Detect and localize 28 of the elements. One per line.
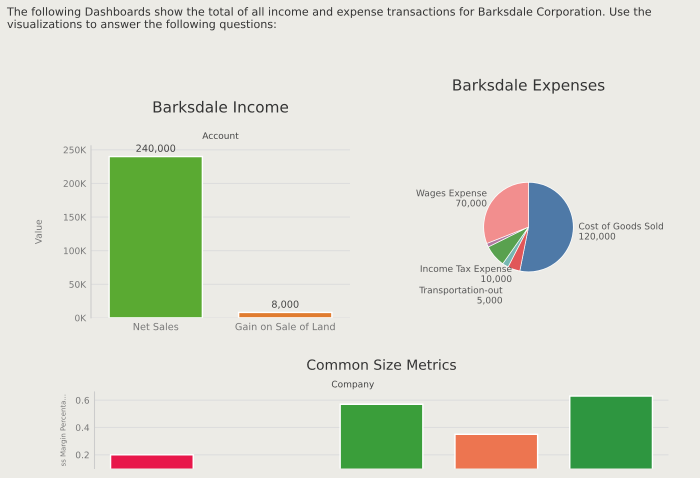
y-tick-label: 200K	[64, 180, 86, 187]
chart-subtitle: Company	[332, 380, 374, 390]
slice-label: Income Tax Expense	[420, 265, 512, 274]
data-label: 5,000	[477, 296, 502, 304]
text: The following Dashboards show the total of all income and expense transactions for Barksdale Corporation. Use the visualizations to answer the following questions:	[6, 7, 652, 30]
x-tick-label: Gain on Sale of Land	[235, 322, 335, 330]
y-tick-label: 150K	[64, 214, 86, 221]
y-tick-label: 0.6	[76, 396, 90, 404]
slice-label: Wages Expense	[416, 190, 487, 198]
data-label: 8,000	[272, 300, 299, 309]
data-label: 240,000	[136, 144, 176, 153]
data-label: 120,000	[579, 232, 616, 241]
x-tick-label: Net Sales	[134, 322, 178, 330]
y-tick-label: 0.4	[76, 424, 90, 432]
y-tick-label: 0K	[75, 314, 86, 322]
chart-title: Barksdale Expenses	[453, 78, 604, 94]
data-label: 70,000	[456, 200, 486, 208]
y-tick-label: 100K	[64, 247, 86, 254]
y-tick-label: 50K	[69, 280, 86, 288]
y-tick-label: 250K	[64, 146, 86, 154]
y-tick-label: 0.2	[76, 452, 89, 458]
slice-label: Transportation-out	[419, 286, 502, 296]
y-axis-title: Value	[34, 220, 42, 244]
slice-label: Cost of Goods Sold	[578, 222, 663, 230]
chart-title: Common Size Metrics	[307, 359, 456, 370]
chart-subtitle: Account	[202, 132, 239, 140]
data-label: 10,000	[481, 275, 512, 284]
chart-title: Barksdale Income	[154, 100, 288, 113]
